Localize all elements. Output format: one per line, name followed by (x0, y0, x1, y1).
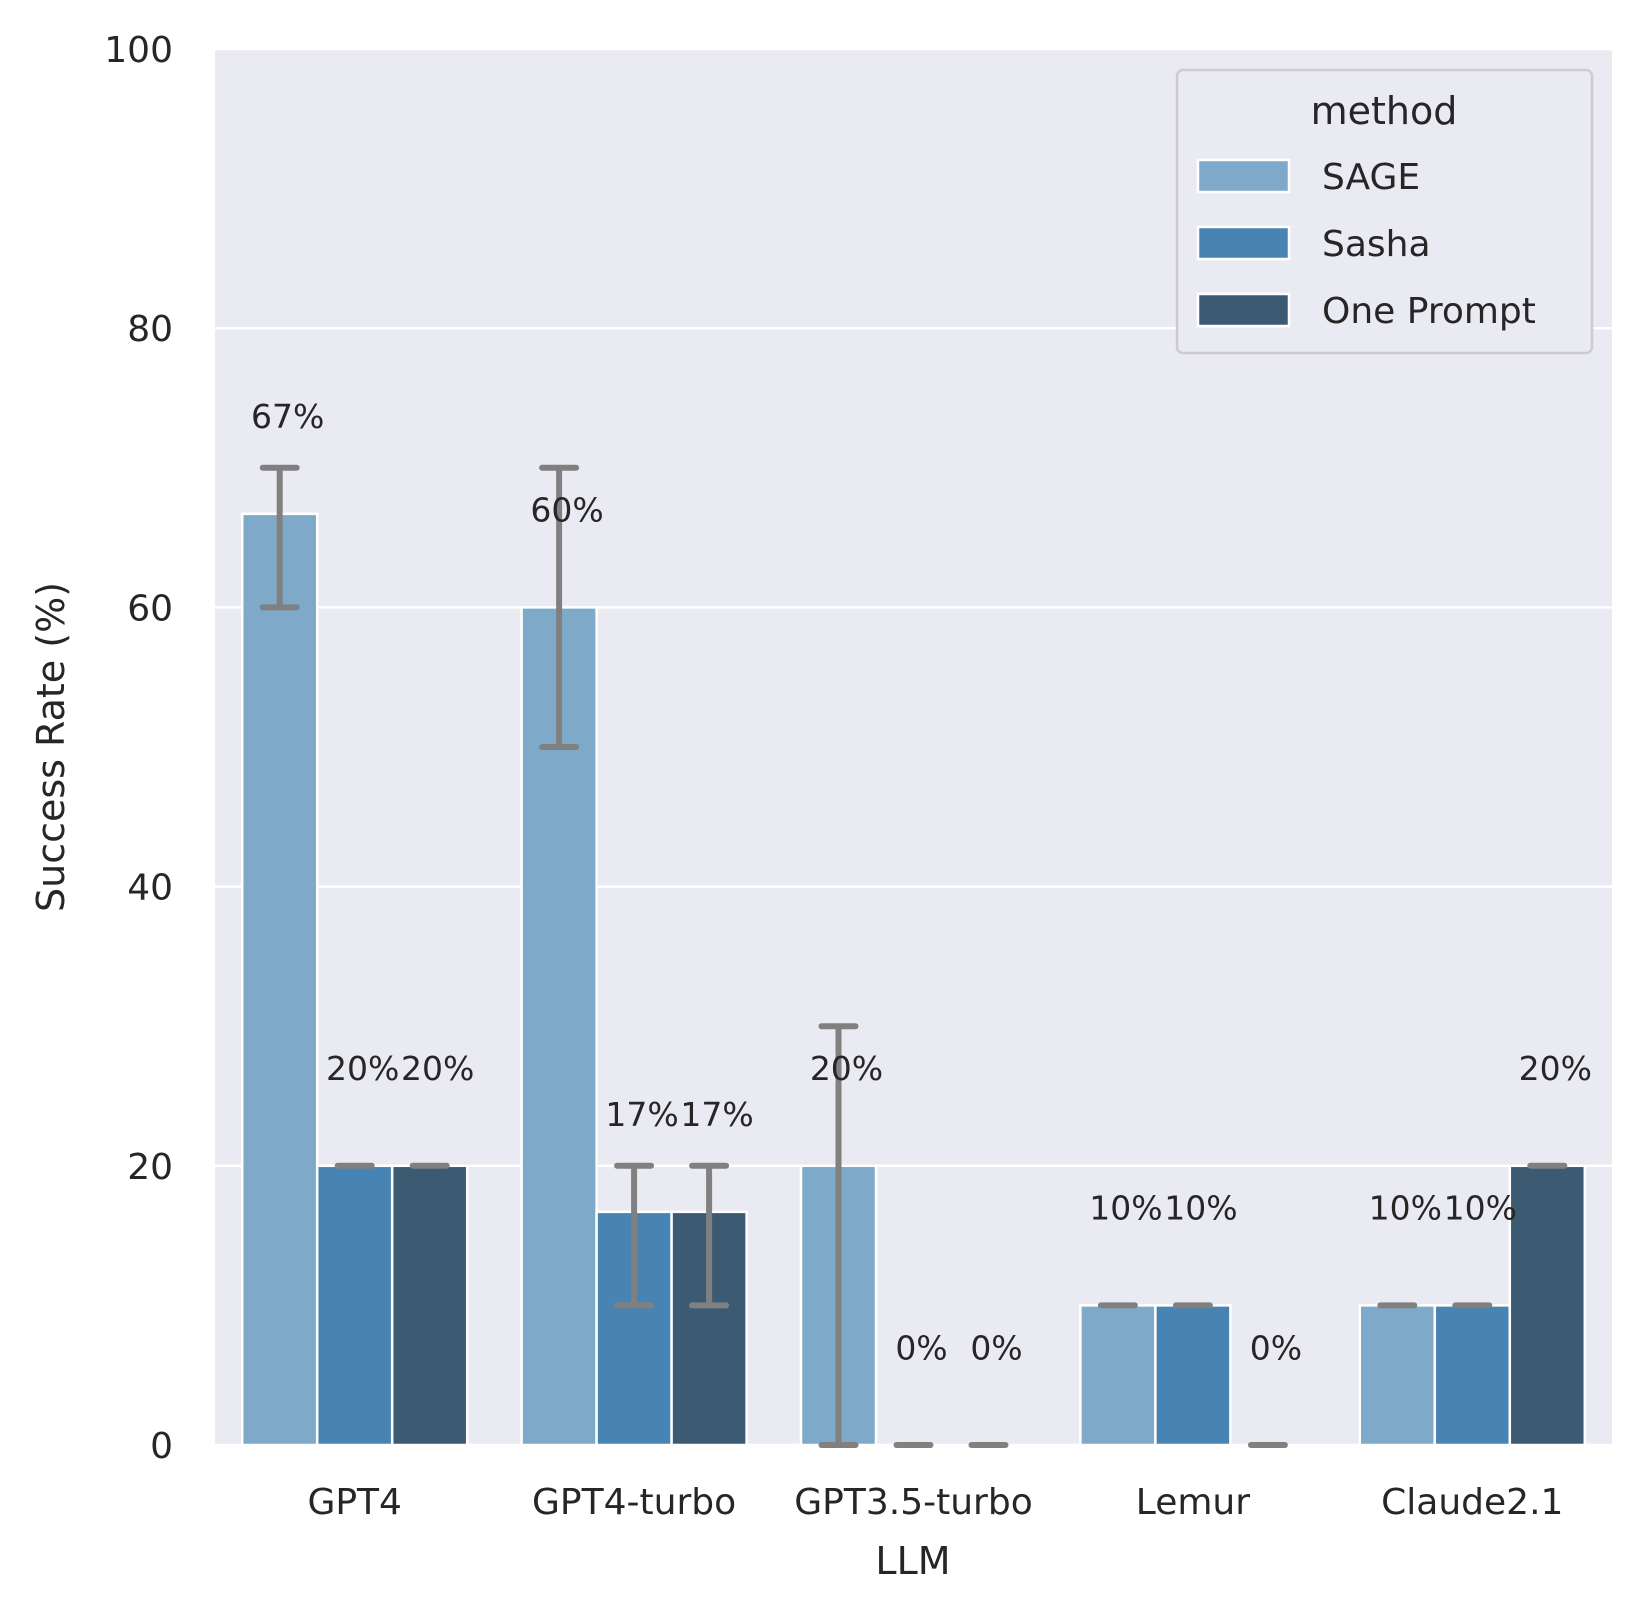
error-bar (818, 1023, 859, 1448)
data-label: 20% (401, 1049, 474, 1088)
data-label: 10% (1444, 1189, 1517, 1228)
y-tick-label: 100 (104, 30, 173, 71)
error-bar (539, 464, 580, 750)
legend-swatch (1196, 225, 1291, 261)
bars (240, 512, 1587, 1447)
bar (390, 1164, 469, 1447)
x-tick-labels: GPT4 GPT4-turbo GPT3.5-turbo Lemur Claude2.1 (307, 1482, 1563, 1523)
legend-item: One Prompt (1196, 291, 1536, 332)
y-tick-label: 80 (127, 309, 173, 350)
bar (1154, 1304, 1232, 1447)
error-bars (259, 464, 1568, 1448)
data-label: 60% (530, 491, 603, 530)
data-label: 20% (326, 1049, 399, 1088)
legend-label: Sasha (1322, 224, 1431, 265)
data-label: 67% (251, 397, 324, 436)
y-tick-label: 0 (150, 1426, 173, 1467)
legend-label: One Prompt (1322, 291, 1536, 332)
data-labels: 67%60%20%10% 10%20%17%0%10% 10%20%17%0% 0%2… (251, 397, 1592, 1367)
y-tick-label: 60 (127, 588, 173, 629)
data-label: 10% (1164, 1189, 1237, 1228)
error-bar (259, 464, 300, 611)
legend-swatch (1196, 158, 1291, 194)
y-tick-label: 20 (127, 1147, 173, 1188)
y-axis-title: Success Rate (%) (29, 582, 73, 912)
x-axis-title: LLM (875, 1539, 950, 1583)
legend-item: Sasha (1196, 224, 1431, 265)
y-tick-label: 40 (127, 868, 173, 909)
bar (1433, 1304, 1512, 1447)
error-bar (689, 1162, 730, 1309)
legend-swatch (1196, 292, 1291, 328)
data-label: 0% (1250, 1328, 1302, 1367)
legend: method SAGE Sasha One Prompt (1175, 68, 1594, 355)
data-label: 20% (1519, 1049, 1592, 1088)
bar (1508, 1164, 1587, 1447)
x-tick-label: GPT3.5-turbo (794, 1482, 1032, 1523)
data-label: 10% (1089, 1189, 1162, 1228)
legend-title: method (1311, 89, 1458, 133)
data-label: 0% (970, 1328, 1022, 1367)
bar (315, 1164, 394, 1447)
bar (1079, 1304, 1157, 1447)
legend-label: SAGE (1322, 157, 1420, 198)
error-bar (614, 1162, 655, 1309)
x-tick-label: GPT4 (307, 1482, 402, 1523)
bar (1358, 1304, 1437, 1447)
legend-box (1175, 68, 1594, 355)
x-tick-label: Claude2.1 (1381, 1482, 1563, 1523)
data-label: 17% (605, 1095, 678, 1134)
bar (240, 512, 319, 1447)
data-label: 0% (895, 1328, 947, 1367)
legend-item: SAGE (1196, 157, 1420, 198)
data-label: 20% (810, 1049, 883, 1088)
x-tick-label: Lemur (1136, 1482, 1250, 1523)
data-label: 17% (680, 1095, 753, 1134)
x-tick-label: GPT4-turbo (532, 1482, 736, 1523)
data-label: 10% (1369, 1189, 1442, 1228)
y-tick-labels: 0 20 40 60 80 100 (104, 30, 173, 1467)
